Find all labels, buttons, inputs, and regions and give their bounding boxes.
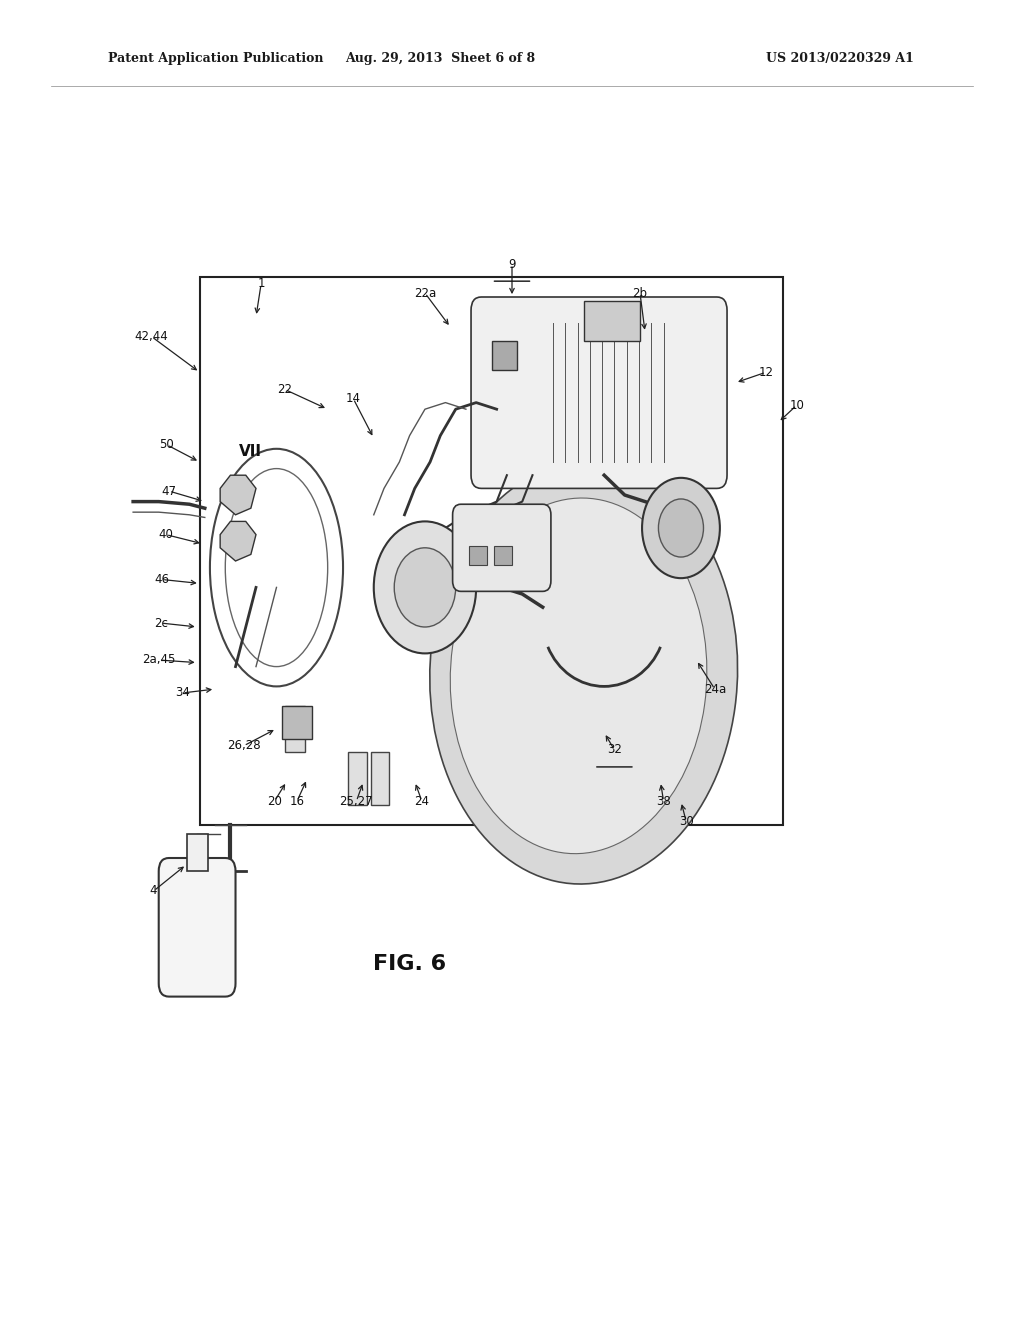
Text: 34: 34 (175, 686, 189, 700)
Text: 22a: 22a (414, 286, 436, 300)
Text: 2c: 2c (154, 616, 168, 630)
Text: 2b: 2b (633, 286, 647, 300)
Text: 25,27: 25,27 (340, 795, 373, 808)
Text: 30: 30 (679, 814, 693, 828)
FancyBboxPatch shape (453, 504, 551, 591)
Text: 26,28: 26,28 (227, 739, 260, 752)
Bar (584, 301, 640, 341)
Text: VII: VII (240, 444, 262, 459)
Bar (282, 706, 312, 739)
FancyBboxPatch shape (159, 858, 236, 997)
Text: US 2013/0220329 A1: US 2013/0220329 A1 (766, 51, 913, 65)
Text: 2a,45: 2a,45 (142, 653, 175, 667)
Text: Aug. 29, 2013  Sheet 6 of 8: Aug. 29, 2013 Sheet 6 of 8 (345, 51, 536, 65)
Polygon shape (220, 475, 256, 515)
Circle shape (394, 548, 456, 627)
Bar (348, 752, 367, 805)
Text: 20: 20 (267, 795, 282, 808)
Bar (494, 546, 512, 565)
Bar (492, 341, 517, 370)
Text: 22: 22 (278, 383, 292, 396)
Text: 9: 9 (508, 257, 516, 271)
Text: 46: 46 (155, 573, 169, 586)
FancyBboxPatch shape (471, 297, 727, 488)
Circle shape (642, 478, 720, 578)
Text: 40: 40 (159, 528, 173, 541)
Text: 10: 10 (790, 399, 804, 412)
Text: 32: 32 (607, 743, 622, 756)
Text: 50: 50 (160, 438, 174, 451)
Polygon shape (220, 521, 256, 561)
Text: FIG. 6: FIG. 6 (373, 953, 446, 974)
Ellipse shape (430, 462, 737, 884)
Bar (371, 752, 389, 805)
Bar (285, 706, 305, 752)
Text: 38: 38 (656, 795, 671, 808)
Text: 14: 14 (346, 392, 360, 405)
Text: 12: 12 (759, 366, 773, 379)
Bar (187, 834, 208, 871)
Text: 47: 47 (162, 484, 176, 498)
Bar (200, 277, 783, 825)
Text: 42,44: 42,44 (135, 330, 168, 343)
Text: 24: 24 (415, 795, 429, 808)
Ellipse shape (451, 498, 707, 854)
Text: Patent Application Publication: Patent Application Publication (108, 51, 323, 65)
Text: 4: 4 (150, 884, 158, 898)
Circle shape (658, 499, 703, 557)
Text: 1: 1 (257, 277, 265, 290)
Bar (469, 546, 487, 565)
Text: 24a: 24a (703, 682, 726, 696)
Circle shape (374, 521, 476, 653)
Text: 16: 16 (290, 795, 304, 808)
